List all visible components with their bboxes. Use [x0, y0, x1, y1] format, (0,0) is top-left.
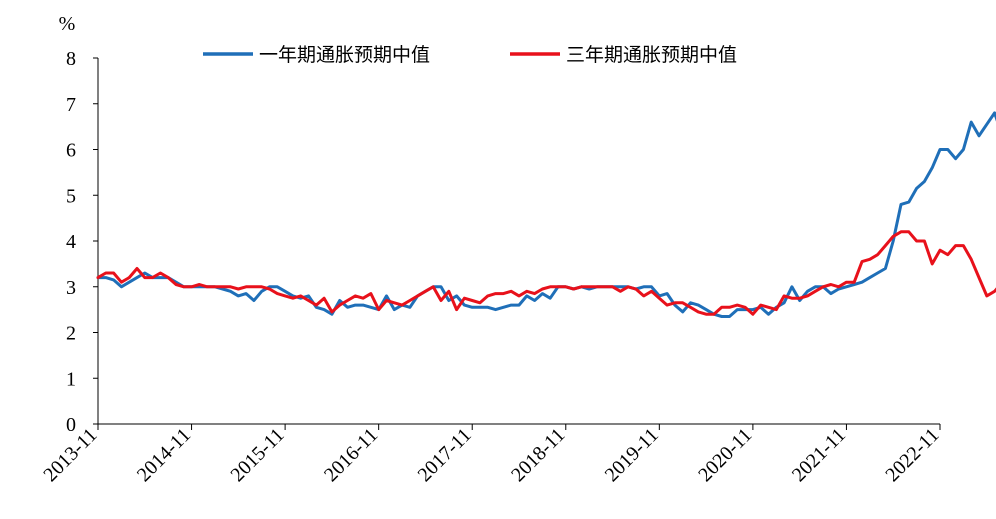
x-tick-label: 2018-11 — [507, 424, 569, 486]
y-unit-label: % — [59, 13, 76, 35]
legend-label-2: 三年期通胀预期中值 — [566, 44, 737, 66]
y-tick-label: 8 — [66, 48, 76, 70]
legend: 一年期通胀预期中值 三年期通胀预期中值 — [203, 44, 737, 66]
x-tick-label: 2017-11 — [414, 424, 476, 486]
x-tick-label: 2015-11 — [226, 424, 288, 486]
y-tick-label: 7 — [66, 94, 76, 116]
x-tick-label: 2022-11 — [881, 424, 943, 486]
y-tick-label: 2 — [66, 323, 76, 345]
x-tick-label: 2019-11 — [601, 424, 663, 486]
y-tick-label: 0 — [66, 414, 76, 436]
series-layer — [96, 111, 996, 318]
y-tick-label: 1 — [66, 368, 76, 390]
x-tick-label: 2016-11 — [320, 424, 382, 486]
y-tick-label: 6 — [66, 140, 76, 162]
x-tick-label: 2014-11 — [133, 424, 195, 486]
legend-label-1: 一年期通胀预期中值 — [259, 44, 430, 66]
y-tick-label: 3 — [66, 277, 76, 299]
y-tick-label: 4 — [66, 231, 76, 253]
x-tick-label: 2021-11 — [788, 424, 850, 486]
y-tick-label: 5 — [66, 185, 76, 207]
series-line-2 — [96, 230, 996, 316]
x-tick-label: 2020-11 — [694, 424, 756, 486]
